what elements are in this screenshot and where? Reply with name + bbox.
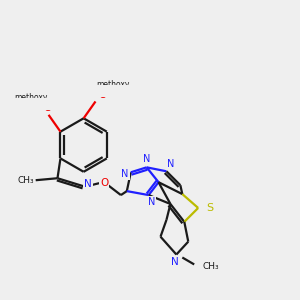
Text: N: N [170,257,178,267]
Text: O: O [98,89,107,100]
Text: methoxy: methoxy [9,99,52,109]
Text: CH₃: CH₃ [202,262,219,271]
Text: N: N [148,197,155,207]
Text: CH₃: CH₃ [17,176,34,185]
Text: N: N [167,159,174,170]
Text: N: N [143,154,150,164]
Text: O: O [100,178,108,188]
Text: S: S [206,203,213,213]
Text: N: N [121,169,128,179]
Text: methoxy: methoxy [92,85,135,96]
Text: methoxy: methoxy [97,80,130,89]
Text: O: O [44,103,52,113]
Text: N: N [84,179,92,189]
Text: methoxy: methoxy [14,94,47,103]
